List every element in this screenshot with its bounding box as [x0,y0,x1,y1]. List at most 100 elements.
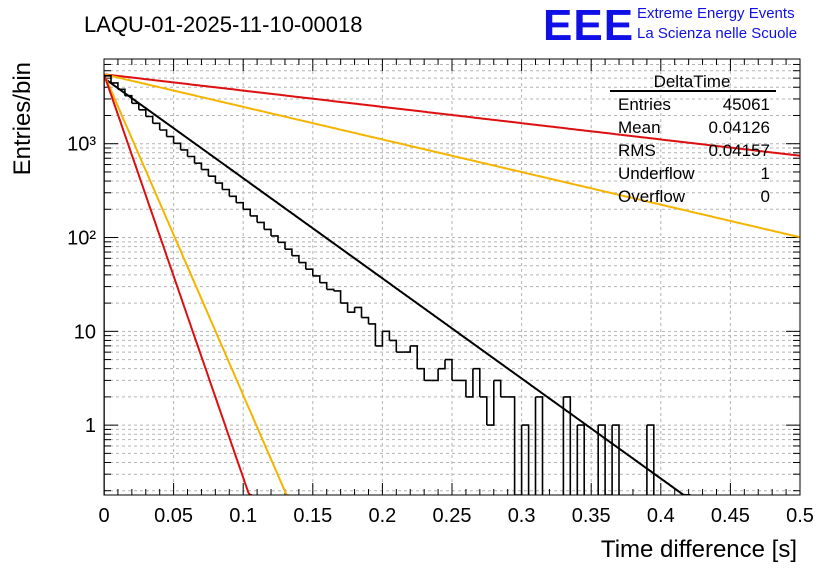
stats-entries-label: Entries [618,95,671,114]
histogram-bin [180,149,189,157]
x-tick-label: 0.45 [711,505,750,527]
histogram [104,75,655,495]
fit-lower-bound-slow [104,73,800,239]
histogram-bin [577,424,585,495]
histogram-bin [646,425,648,495]
histogram-bin [187,155,196,164]
y-tick-label: 10 [74,321,96,343]
x-tick-label: 0.5 [786,505,814,527]
histogram-bin [298,261,307,270]
histogram-bin [598,424,606,495]
x-tick-label: 0.35 [572,505,611,527]
histogram-bin [507,396,516,495]
histogram-bin [271,235,279,243]
x-tick-label: 0.4 [647,505,675,527]
stats-rms-value: 0.04157 [709,141,770,160]
histogram-bin [152,122,161,130]
fit-lower-bound-fast [104,73,252,495]
histogram-bin [264,228,272,236]
stats-underflow-label: Underflow [618,164,695,183]
stats-mean-value: 0.04126 [709,118,770,137]
histogram-bin [479,396,488,426]
eee-logo-line2: La Scienza nelle Scuole [637,25,797,42]
stats-title: DeltaTime [654,72,731,91]
axis-ticks [103,58,801,495]
stats-entries-value: 45061 [723,95,770,114]
histogram-bin [410,345,418,369]
x-tick-label: 0.25 [433,505,472,527]
histogram-bin [243,208,251,216]
stats-overflow-label: Overflow [618,187,686,206]
histogram-bin [285,248,293,256]
histogram-bin [375,331,384,347]
histogram-bin [222,188,231,197]
plot-frame [103,58,801,496]
eee-logo: EEE Extreme Energy Events La Scienza nel… [543,1,797,50]
histogram-bin [104,75,112,495]
x-tick-labels: 0 0.05 0.1 0.15 0.2 0.25 0.3 0.35 0.4 0.45 0.5 [98,505,813,527]
x-tick-label: 0.2 [368,505,396,527]
stats-overflow-value: 0 [761,187,770,206]
histogram-bin [605,425,613,495]
histogram-bin [438,359,446,370]
histogram-bin [562,396,565,495]
histogram-bin [521,424,530,495]
histogram-bin [368,323,377,346]
stats-rms-label: RMS [618,141,656,160]
y-tick-labels: 1 10 10² 10³ [67,134,96,437]
histogram-bin [347,307,356,313]
histogram-bin [514,425,523,495]
histogram-bin [534,396,537,495]
histogram-bin [173,142,182,150]
histogram-bin [124,94,133,104]
x-tick-label: 0 [98,505,109,527]
fit-curves [104,73,800,495]
x-tick-label: 0.3 [508,505,536,527]
histogram-bin [319,281,328,290]
histogram-bin [493,379,502,397]
histogram-bin [194,162,203,170]
histogram-bin [389,339,398,353]
y-tick-label: 10² [67,228,96,250]
stats-underflow-value: 1 [761,164,770,183]
histogram-bin [312,275,321,283]
histogram-bin [472,367,481,397]
chart-title: LAQU-01-2025-11-10-00018 [84,12,362,37]
stats-mean-label: Mean [618,118,661,137]
grid [104,58,800,495]
histogram-bin [257,221,265,230]
histogram-bin [145,115,154,124]
histogram-bin [361,316,370,324]
histogram-bin [445,358,453,381]
histogram-bin [382,330,391,341]
histogram-bin [159,129,168,137]
histogram-bin [417,367,425,381]
histogram-bin [340,302,349,313]
histogram-bin [138,109,147,117]
histogram-bin [576,425,579,495]
histogram-bin [459,379,467,397]
stats-box: DeltaTime Entries 45061 Mean 0.04126 RMS… [610,72,776,206]
histogram-bin [597,425,599,495]
histogram-bin [612,424,620,495]
fit-upper-bound-fast [104,73,289,495]
histogram-bin [236,201,244,210]
histogram-bin [305,268,314,276]
x-tick-label: 0.15 [293,505,332,527]
histogram-bin [215,182,224,190]
histogram-bin [166,135,175,144]
fit-exponential-fit [104,77,691,495]
histogram-bin [131,102,140,110]
x-tick-label: 0.05 [154,505,193,527]
histogram-bin [250,215,258,223]
histogram-bin [431,368,439,382]
histogram-bin [229,195,237,203]
histogram-bin [201,168,210,177]
histogram-bin [278,241,286,250]
histogram-bin [535,396,544,495]
histogram-bin [354,306,363,318]
histogram-bin [208,175,217,184]
histogram-bin [291,254,300,263]
